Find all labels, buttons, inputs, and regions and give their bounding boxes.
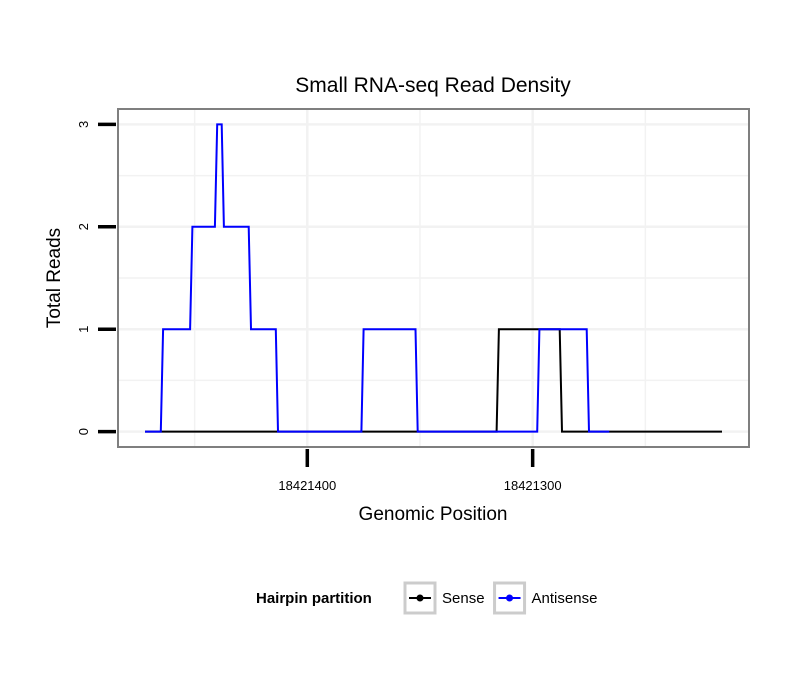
- x-tick-label: 18421400: [278, 478, 336, 493]
- legend-title: Hairpin partition: [256, 590, 372, 607]
- legend-key-point: [416, 594, 424, 602]
- x-axis-label: Genomic Position: [359, 504, 508, 525]
- grid: [118, 109, 749, 447]
- legend-entry-sense: Sense: [403, 581, 485, 615]
- x-axis: 18421400 18421300: [278, 449, 562, 493]
- legend-key-point: [506, 594, 514, 602]
- legend-entries: Sense Antisense: [403, 581, 598, 615]
- legend-label: Antisense: [532, 590, 598, 607]
- chart-title: Small RNA-seq Read Density: [295, 74, 571, 97]
- y-tick-label: 0: [76, 428, 91, 435]
- legend-entry-antisense: Antisense: [493, 581, 598, 615]
- y-axis-label: Total Reads: [44, 228, 65, 328]
- antisense-series-line: [145, 123, 610, 433]
- series-layer: [145, 123, 722, 433]
- y-axis: 0 1 2 3: [76, 121, 116, 435]
- legend: Hairpin partition Sense Antisense: [256, 581, 598, 615]
- legend-label: Sense: [442, 590, 485, 607]
- y-tick-label: 2: [76, 223, 91, 230]
- x-tick-label: 18421300: [504, 478, 562, 493]
- y-tick-label: 1: [76, 326, 91, 333]
- y-tick-label: 3: [76, 121, 91, 128]
- plot-border: [117, 108, 750, 448]
